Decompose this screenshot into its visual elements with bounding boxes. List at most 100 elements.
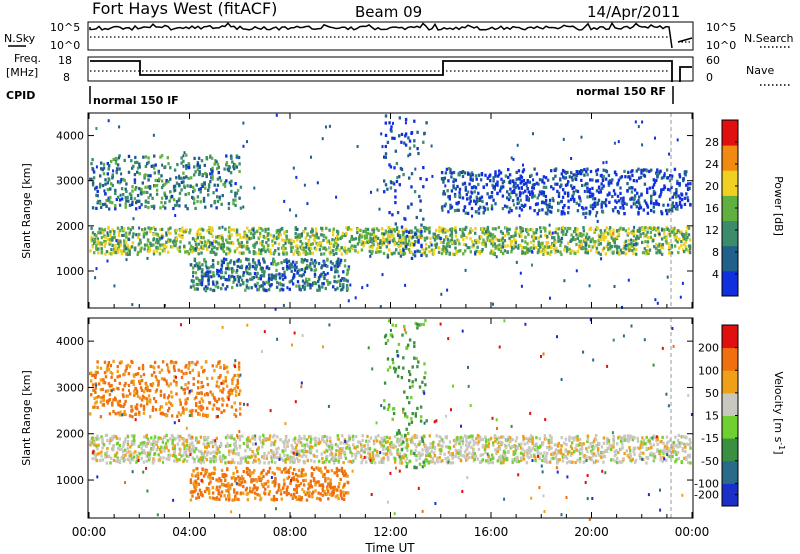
heatmap-cell-4: [494, 170, 497, 174]
heatmap-cell-0: [412, 435, 416, 439]
heatmap-cell-0: [463, 434, 467, 438]
heatmap-cell-2: [283, 273, 286, 277]
heatmap-cell-0: [546, 451, 549, 455]
heatmap-cell-0: [297, 440, 301, 444]
heatmap-cell-0: [572, 436, 576, 440]
heatmap-cell-0: [521, 227, 525, 231]
heatmap-cell-4: [659, 169, 662, 173]
heatmap-cell-4: [515, 206, 518, 210]
heatmap-cell-0: [645, 233, 648, 237]
heatmap-cell-0: [548, 447, 551, 451]
heatmap-cell-0: [251, 442, 255, 446]
heatmap-cell-0: [267, 243, 270, 247]
heatmap-cell-0: [440, 252, 444, 256]
heatmap-cell-0: [368, 446, 372, 451]
heatmap-cell-0: [579, 240, 582, 244]
heatmap-cell-1: [227, 169, 231, 173]
heatmap-cell-0: [543, 437, 547, 441]
heatmap-cell-0: [472, 454, 476, 458]
heatmap-cell-2: [195, 262, 198, 266]
heatmap-cell-0: [449, 233, 452, 237]
heatmap-cell-4: [586, 186, 589, 190]
heatmap-cell-0: [215, 252, 218, 256]
heatmap-cell-3: [404, 143, 408, 147]
heatmap-cell-0: [427, 461, 430, 465]
heatmap-cell-4: [533, 194, 536, 198]
heatmap-cell-0: [303, 434, 306, 438]
heatmap-cell-4: [531, 192, 535, 196]
heatmap-cell-0: [459, 445, 463, 449]
heatmap-cell-0: [384, 447, 388, 451]
heatmap-cell-0: [352, 438, 355, 442]
heatmap-cell-0: [210, 247, 214, 252]
heatmap-cell-0: [302, 251, 305, 255]
heatmap-cell-1: [100, 161, 103, 165]
heatmap-cell-3: [398, 183, 401, 187]
heatmap-cell-0: [273, 433, 276, 437]
heatmap-cell-0: [124, 453, 127, 457]
heatmap-cell-1: [172, 198, 176, 202]
heatmap-noise-cell: [392, 121, 394, 125]
heatmap-cell-0: [251, 434, 255, 438]
heatmap-cell-4: [474, 202, 478, 206]
heatmap-cell-0: [140, 456, 143, 461]
heatmap-cell-1: [147, 178, 150, 182]
heatmap-cell-0: [311, 251, 314, 255]
heatmap-cell-0: [554, 230, 557, 235]
heatmap-cell-0: [269, 233, 272, 237]
heatmap-cell-4: [632, 179, 636, 183]
heatmap-cell-0: [276, 456, 279, 460]
heatmap-cell-0: [575, 448, 578, 452]
heatmap-cell-4: [607, 183, 611, 187]
heatmap-cell-0: [437, 234, 440, 238]
heatmap-cell-0: [123, 249, 126, 253]
heatmap-cell-0: [257, 236, 260, 240]
heatmap-cell-0: [315, 455, 319, 459]
heatmap-cell-0: [191, 441, 194, 445]
heatmap-cell-0: [684, 240, 687, 244]
heatmap-cell-1: [104, 202, 107, 206]
heatmap-cell-3: [420, 234, 423, 238]
heatmap-cell-0: [326, 240, 329, 244]
heatmap-cell-2: [288, 287, 291, 291]
heatmap-cell-0: [331, 233, 335, 237]
heatmap-cell-0: [304, 252, 308, 256]
heatmap-cell-4: [524, 189, 527, 193]
heatmap-cell-0: [499, 249, 503, 254]
heatmap-cell-0: [253, 245, 256, 249]
heatmap-cell-0: [487, 461, 490, 465]
heatmap-cell-0: [398, 451, 402, 455]
heatmap-cell-2: [198, 261, 201, 265]
heatmap-cell-0: [637, 236, 640, 240]
heatmap-noise-cell: [183, 151, 186, 155]
heatmap-cell-0: [457, 249, 460, 253]
heatmap-cell-2: [225, 267, 228, 271]
heatmap-cell-0: [565, 443, 568, 447]
heatmap-cell-2: [262, 274, 266, 278]
heatmap-cell-3: [389, 165, 393, 169]
heatmap-cell-0: [685, 238, 688, 242]
heatmap-cell-4: [660, 211, 664, 215]
heatmap-cell-0: [362, 444, 365, 449]
heatmap-cell-0: [574, 446, 577, 451]
heatmap-cell-2: [270, 276, 274, 280]
heatmap-cell-0: [680, 240, 683, 244]
heatmap-cell-4: [449, 206, 452, 210]
heatmap-cell-0: [670, 245, 673, 249]
heatmap-cell-0: [372, 239, 376, 243]
heatmap-cell-0: [365, 455, 368, 459]
heatmap-cell-0: [301, 246, 304, 250]
heatmap-cell-0: [484, 438, 488, 442]
heatmap-cell-1: [202, 196, 206, 201]
heatmap-cell-4: [477, 211, 481, 215]
heatmap-cell-4: [631, 186, 634, 190]
heatmap-cell-0: [517, 246, 520, 250]
heatmap-cell-1: [225, 179, 228, 183]
heatmap-cell-0: [438, 440, 441, 444]
heatmap-cell-0: [684, 245, 687, 249]
heatmap-cell-2: [266, 265, 269, 270]
heatmap-cell-0: [462, 227, 465, 231]
heatmap-cell-1: [210, 156, 214, 160]
heatmap-cell-1: [118, 154, 121, 158]
heatmap-cell-0: [419, 235, 422, 239]
